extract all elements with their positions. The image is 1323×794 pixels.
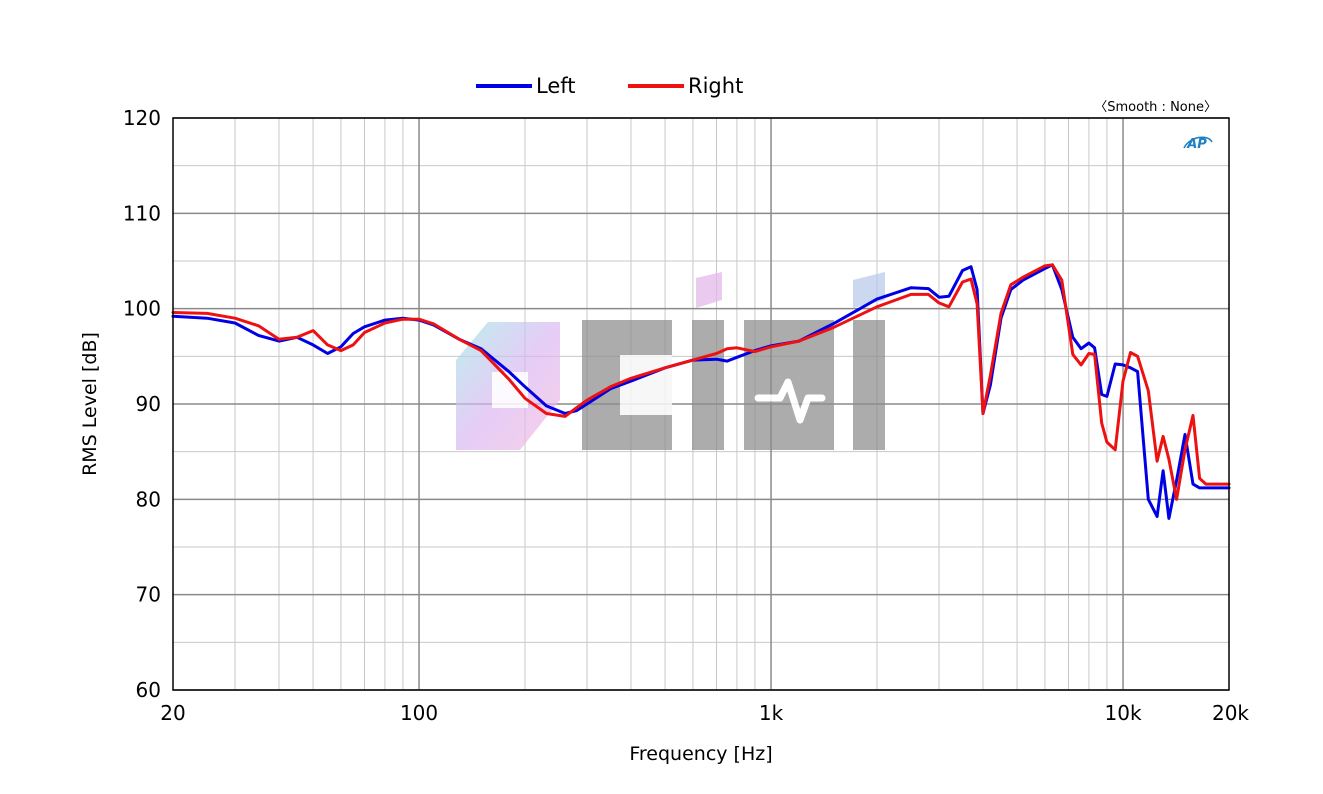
series-layer	[171, 263, 1231, 520]
y-axis-title: RMS Level [dB]	[79, 332, 101, 476]
y-tick-label: 110	[123, 201, 161, 225]
ap-logo: AP	[1186, 137, 1207, 152]
x-tick-label: 20	[160, 701, 185, 725]
x-tick-label: 1k	[759, 701, 784, 725]
y-tick-label: 80	[136, 487, 161, 511]
legend: Left Right	[476, 74, 743, 98]
y-tick-label: 120	[123, 106, 161, 130]
y-tick-labels: 60 70 80 90 100 110 120	[123, 106, 161, 702]
legend-label-right: Right	[688, 74, 743, 98]
x-axis-title: Frequency [Hz]	[629, 743, 772, 765]
x-tick-label: 20k	[1212, 701, 1249, 725]
smoothing-annotation: 〈Smooth : None〉	[1094, 100, 1217, 115]
x-tick-label: 100	[400, 701, 438, 725]
ap-logo-swoosh	[1183, 136, 1213, 149]
y-tick-label: 90	[136, 392, 161, 416]
y-tick-label: 100	[123, 297, 161, 321]
y-tick-label: 70	[136, 583, 161, 607]
series-line-right	[171, 263, 1231, 501]
watermark-logo	[456, 272, 885, 450]
y-tick-label: 60	[136, 678, 161, 702]
plot-frame	[172, 117, 1230, 691]
x-tick-labels: 20 100 1k 10k 20k	[160, 701, 1249, 725]
legend-label-left: Left	[536, 74, 576, 98]
x-tick-label: 10k	[1105, 701, 1142, 725]
